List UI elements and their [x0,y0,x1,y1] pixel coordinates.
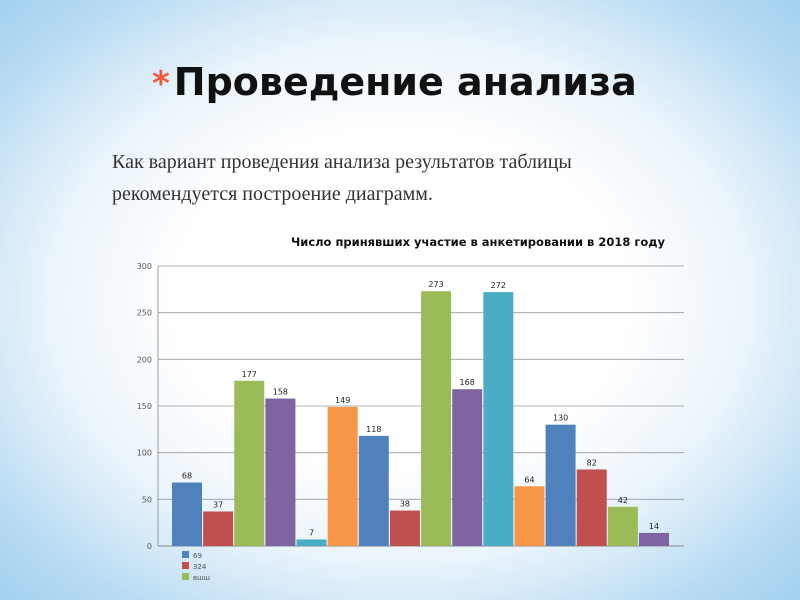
data-label: 82 [587,458,597,467]
slide-title: * Проведение анализа [152,60,792,104]
y-tick-label: 100 [137,449,152,458]
y-tick-label: 200 [137,355,152,364]
bar [172,482,202,546]
bar [639,532,669,546]
data-label: 149 [335,396,350,405]
y-tick-label: 150 [137,402,152,411]
data-label: 158 [273,388,288,397]
legend-label: вшш [193,574,210,582]
legend-swatch [182,573,189,580]
data-label: 14 [649,522,659,531]
legend-label: 69 [193,552,202,560]
y-tick-label: 50 [142,495,152,504]
data-label: 42 [618,496,628,505]
data-label: 273 [428,280,443,289]
bar [234,380,265,546]
data-label: 64 [524,475,534,484]
bar [576,469,607,546]
slide-body-text: Как вариант проведения анализа результат… [112,146,752,210]
data-label: 68 [182,472,192,481]
y-tick-label: 0 [147,542,152,551]
legend-label: 324 [193,563,207,571]
bar [421,291,452,546]
y-tick-label: 300 [137,262,152,271]
bar [483,292,514,546]
y-tick-label: 250 [137,309,152,318]
bar [203,511,234,546]
bar [452,389,483,546]
bar [389,510,420,546]
data-label: 272 [491,281,506,290]
bar [296,539,327,546]
bar [327,406,358,546]
slide-title-text: Проведение анализа [173,60,637,104]
data-label: 130 [553,414,568,423]
bar [545,424,576,546]
data-label: 38 [400,500,410,509]
legend-swatch [182,562,189,569]
data-label: 37 [213,500,223,509]
data-label: 118 [366,425,381,434]
legend-swatch [182,551,189,558]
data-label: 7 [309,528,314,537]
bar [265,398,296,546]
data-label: 168 [460,378,475,387]
bar [514,486,545,546]
data-label: 177 [242,370,257,379]
title-bullet: * [152,64,170,104]
body-line-2: рекомендуется построение диаграмм. [112,183,433,205]
bar [607,506,638,546]
body-line-1: Как вариант проведения анализа результат… [112,151,572,173]
bar [358,435,389,546]
chart-title: Число принявших участие в анкетировании … [291,235,666,249]
